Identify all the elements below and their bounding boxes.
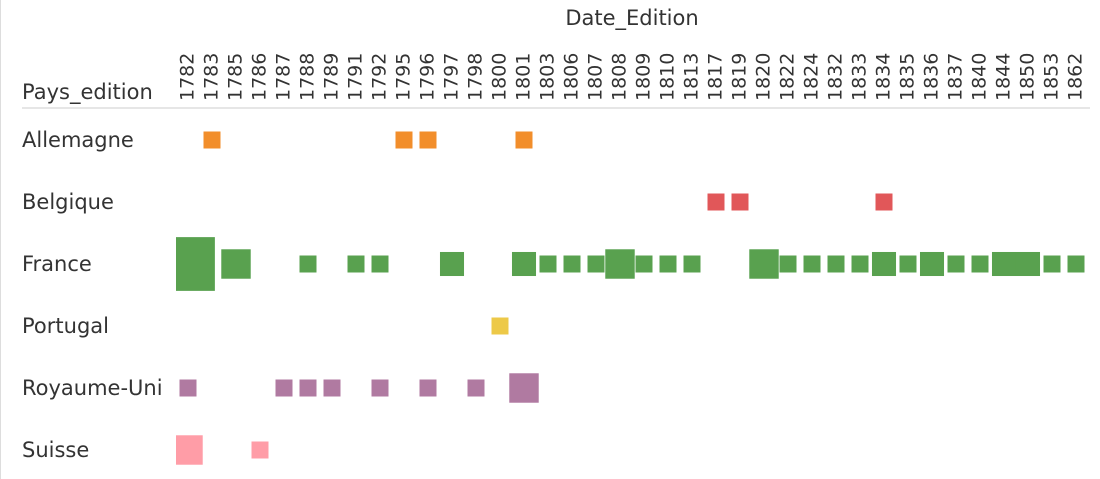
square-mark (749, 249, 779, 279)
column-label: 1787 (273, 53, 295, 101)
square-mark (395, 131, 413, 149)
row-label: Portugal (22, 314, 109, 338)
square-mark (491, 317, 509, 335)
row-label: Royaume-Uni (22, 376, 163, 400)
column-label: 1837 (945, 53, 967, 101)
square-mark (467, 379, 485, 397)
square-mark (176, 435, 203, 465)
column-label: 1832 (825, 53, 847, 101)
column-label: 1789 (321, 53, 343, 101)
column-label: 1813 (681, 53, 703, 101)
column-label: 1835 (897, 53, 919, 101)
square-mark (731, 193, 749, 211)
column-label: 1834 (873, 53, 895, 101)
square-mark (1015, 251, 1041, 277)
row-label: Allemagne (22, 128, 134, 152)
square-mark (275, 379, 293, 397)
square-mark (299, 255, 317, 273)
column-label: 1807 (585, 53, 607, 101)
square-mark (875, 193, 893, 211)
square-mark (419, 131, 437, 149)
column-label: 1819 (729, 53, 751, 101)
square-mark (707, 193, 725, 211)
column-label: 1810 (657, 53, 679, 101)
column-label: 1862 (1065, 53, 1087, 101)
column-label: 1796 (417, 53, 439, 101)
square-mark (563, 255, 581, 273)
column-label: 1808 (609, 53, 631, 101)
column-label: 1788 (297, 53, 319, 101)
square-mark (251, 441, 269, 459)
square-mark (659, 255, 677, 273)
column-label: 1800 (489, 53, 511, 101)
column-label: 1783 (201, 53, 223, 101)
y-axis-label: Pays_edition (22, 80, 153, 105)
column-label: 1786 (249, 53, 271, 101)
square-mark (971, 255, 989, 273)
column-label: 1797 (441, 53, 463, 101)
square-mark (371, 379, 389, 397)
square-mark (803, 255, 821, 273)
square-mark (635, 255, 653, 273)
column-label: 1792 (369, 53, 391, 101)
square-mark (509, 373, 539, 403)
column-label: 1820 (753, 53, 775, 101)
square-mark (176, 237, 215, 291)
column-label: 1791 (345, 53, 367, 101)
square-mark (899, 255, 917, 273)
column-label: 1803 (537, 53, 559, 101)
square-mark (299, 379, 317, 397)
column-label: 1785 (225, 53, 247, 101)
column-label: 1817 (705, 53, 727, 101)
square-mark (827, 255, 845, 273)
square-mark (221, 249, 251, 279)
row-label: France (22, 252, 92, 276)
square-mark (919, 251, 945, 277)
square-mark (371, 255, 389, 273)
column-label: 1801 (513, 53, 535, 101)
column-label: 1833 (849, 53, 871, 101)
column-label: 1836 (921, 53, 943, 101)
column-label: 1822 (777, 53, 799, 101)
column-label: 1798 (465, 53, 487, 101)
row-label: Belgique (22, 190, 114, 214)
square-mark (871, 251, 897, 277)
square-mark (515, 131, 533, 149)
square-mark (587, 255, 605, 273)
square-mark (439, 251, 465, 277)
x-axis-label: Date_Edition (565, 6, 698, 31)
square-mark (539, 255, 557, 273)
square-mark (851, 255, 869, 273)
column-label: 1824 (801, 53, 823, 101)
column-label: 1840 (969, 53, 991, 101)
square-mark (419, 379, 437, 397)
square-mark (991, 251, 1017, 277)
column-label: 1782 (177, 53, 199, 101)
square-mark (323, 379, 341, 397)
column-label: 1844 (993, 53, 1015, 101)
square-mark (779, 255, 797, 273)
column-label: 1806 (561, 53, 583, 101)
plot-area (176, 131, 1085, 465)
column-label: 1795 (393, 53, 415, 101)
square-mark (347, 255, 365, 273)
square-mark (511, 251, 537, 277)
square-mark (179, 379, 197, 397)
column-label: 1809 (633, 53, 655, 101)
square-mark (947, 255, 965, 273)
square-mark (203, 131, 221, 149)
row-label: Suisse (22, 438, 89, 462)
square-mark (683, 255, 701, 273)
column-label: 1850 (1017, 53, 1039, 101)
column-label: 1853 (1041, 53, 1063, 101)
square-mark (1043, 255, 1061, 273)
square-mark (1067, 255, 1085, 273)
square-mark (605, 249, 635, 279)
